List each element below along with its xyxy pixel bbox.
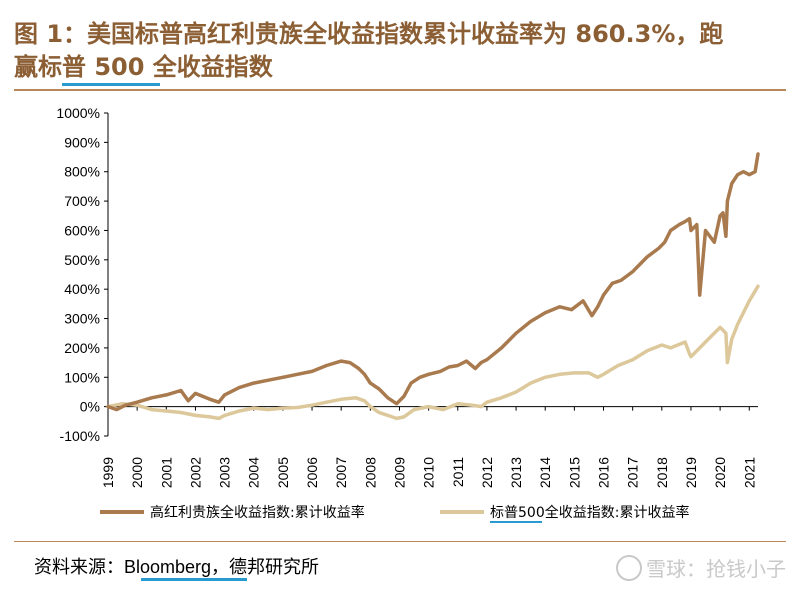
x-tick-label: 2012 <box>479 457 495 488</box>
x-tick-label: 2015 <box>566 457 582 488</box>
x-tick-label: 2013 <box>508 457 524 488</box>
title-divider <box>14 89 786 91</box>
figure-title: 图 1：美国标普高红利贵族全收益指数累计收益率为 860.3%，跑 赢标普 50… <box>14 18 786 84</box>
x-tick-label: 2005 <box>275 457 291 488</box>
x-tick-label: 2002 <box>187 457 203 488</box>
source-highlight-underline <box>141 578 247 581</box>
legend-item-dividend-label: 高红利贵族全收益指数:累计收益率 <box>150 504 365 521</box>
y-tick-label: 800% <box>64 164 100 180</box>
snowball-logo-icon <box>616 555 642 581</box>
legend-highlight-underline <box>490 521 542 523</box>
x-tick-label: 2001 <box>158 457 174 488</box>
watermark: 雪球：抢钱小子 <box>616 553 786 582</box>
source-prefix: 资料来源： <box>34 557 124 578</box>
x-tick-label: 2019 <box>683 457 699 488</box>
series-line-dividend-aristocrats <box>106 152 760 412</box>
footer-divider <box>14 541 786 542</box>
chart-series <box>106 152 760 421</box>
x-tick-label: 2014 <box>537 457 553 488</box>
figure-title-line-2: 赢标普 500 全收益指数 <box>14 53 273 81</box>
x-tick-label: 2008 <box>362 457 378 488</box>
x-tick-label: 1999 <box>100 457 116 488</box>
x-tick-label: 2011 <box>450 457 466 487</box>
title-highlight-underline <box>62 83 160 86</box>
x-tick-label: 2016 <box>596 457 612 488</box>
y-tick-label: 900% <box>64 134 100 150</box>
cumulative-return-chart: -100% 0% 100% 200% 300% 400% 500% 600% 700% 800% 9… <box>56 105 760 523</box>
x-tick-label: 2007 <box>333 457 349 488</box>
x-tick-label: 2017 <box>625 457 641 488</box>
y-tick-label: 0% <box>80 399 100 415</box>
x-tick-label: 2020 <box>712 457 728 488</box>
x-tick-label: 2021 <box>741 457 757 488</box>
y-tick-label: 500% <box>64 252 100 268</box>
watermark-text: 雪球：抢钱小子 <box>646 557 786 581</box>
x-tick-label: 2004 <box>246 457 262 488</box>
chart-axes: -100% 0% 100% 200% 300% 400% 500% 600% 700% 800% 9… <box>56 105 758 488</box>
x-tick-label: 2006 <box>304 457 320 488</box>
y-tick-label: 400% <box>64 281 100 297</box>
y-tick-label: -100% <box>60 428 100 444</box>
legend-item-sp500-label: 标普500全收益指数:累计收益率 <box>490 504 689 521</box>
x-tick-label: 2009 <box>391 457 407 488</box>
x-tick-label: 2018 <box>654 457 670 488</box>
source-note: 资料来源：Bloomberg，德邦研究所 <box>34 553 319 579</box>
y-tick-label: 700% <box>64 193 100 209</box>
x-tick-label: 2003 <box>217 457 233 488</box>
figure-title-line-1: 图 1：美国标普高红利贵族全收益指数累计收益率为 860.3%，跑 <box>14 20 724 48</box>
source-brand: Bloomberg <box>124 557 212 577</box>
chart-legend: 高红利贵族全收益指数:累计收益率 标普500全收益指数:累计收益率 <box>100 504 689 523</box>
x-tick-label: 2000 <box>129 457 145 488</box>
x-tick-label: 2010 <box>421 457 437 488</box>
y-tick-label: 1000% <box>56 105 100 121</box>
y-tick-label: 200% <box>64 340 100 356</box>
y-tick-label: 300% <box>64 311 100 327</box>
y-tick-label: 100% <box>64 369 100 385</box>
y-tick-label: 600% <box>64 222 100 238</box>
source-suffix: ，德邦研究所 <box>211 557 320 578</box>
series-line-sp500 <box>106 284 760 421</box>
